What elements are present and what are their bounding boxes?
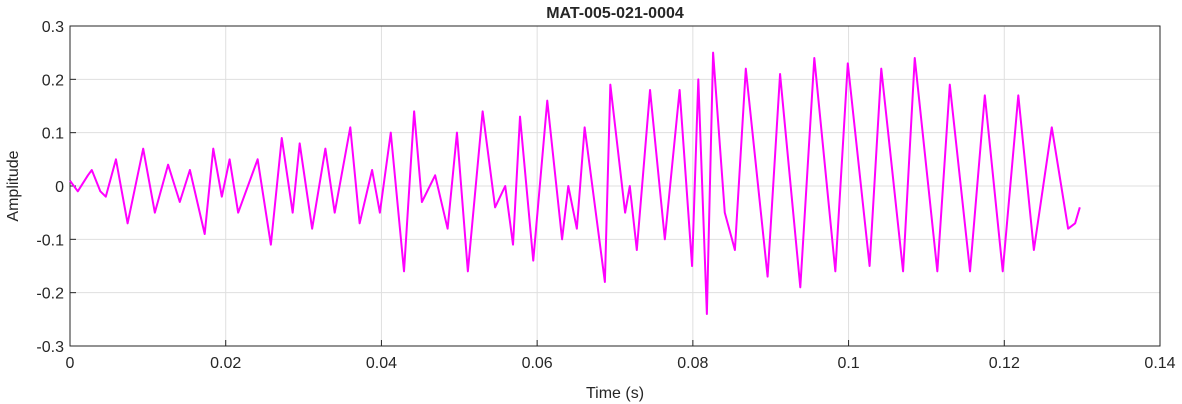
axes-box xyxy=(69,25,1161,347)
chart-title: MAT-005-021-0004 xyxy=(546,5,684,22)
x-tick-label: 0.04 xyxy=(366,355,397,372)
y-tick-label: -0.3 xyxy=(36,339,64,356)
x-tick-label: 0 xyxy=(66,355,75,372)
x-tick-label: 0.14 xyxy=(1144,355,1175,372)
y-axis-label: Amplitude xyxy=(5,150,22,221)
y-tick-label: 0 xyxy=(55,179,64,196)
x-tick-label: 0.06 xyxy=(522,355,553,372)
y-tick-label: -0.2 xyxy=(36,286,64,303)
y-tick-label: 0.2 xyxy=(42,72,64,89)
y-tick-label: -0.1 xyxy=(36,232,64,249)
y-tick-label: 0.1 xyxy=(42,126,64,143)
x-tick-label: 0.08 xyxy=(677,355,708,372)
x-tick-label: 0.1 xyxy=(837,355,859,372)
x-axis-label: Time (s) xyxy=(586,385,644,402)
y-tick-label: 0.3 xyxy=(42,19,64,36)
x-tick-label: 0.02 xyxy=(210,355,241,372)
line xyxy=(69,51,1081,315)
x-tick-label: 0.12 xyxy=(989,355,1020,372)
